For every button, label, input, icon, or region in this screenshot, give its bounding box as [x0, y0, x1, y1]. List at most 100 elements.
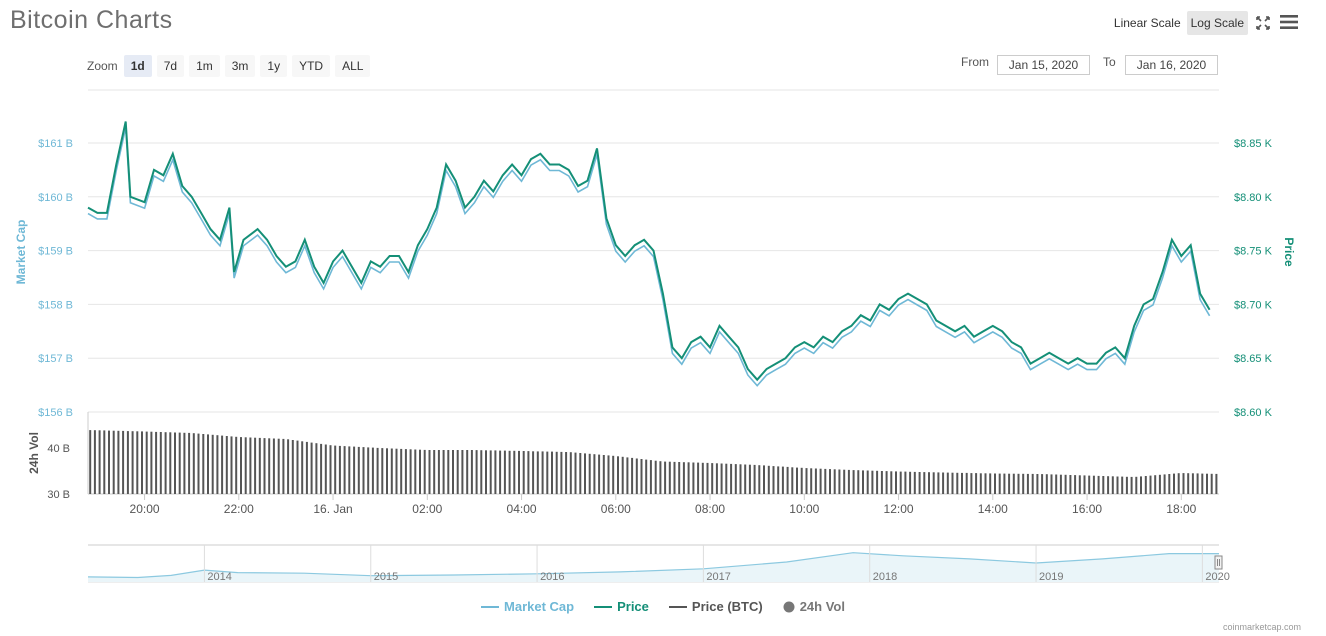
volume-bar	[1097, 475, 1100, 494]
market-cap-tick-label: $160 B	[38, 192, 73, 204]
volume-bar	[183, 432, 186, 494]
volume-bar	[1055, 474, 1058, 494]
legend-item-price-btc[interactable]: Price (BTC)	[668, 599, 763, 614]
volume-bar	[725, 463, 728, 494]
volume-bar	[343, 446, 346, 494]
navigator: 2014 2015 2016 2017 2018 2019 2020	[87, 544, 1230, 583]
volume-bar	[207, 434, 209, 494]
volume-bar	[437, 450, 440, 494]
navigator-year-label: 2014	[207, 571, 231, 583]
volume-bar	[701, 462, 704, 494]
volume-bar	[1168, 474, 1171, 494]
volume-bar	[1177, 473, 1180, 494]
x-tick-label: 02:00	[412, 502, 442, 516]
volume-bar	[607, 455, 610, 494]
volume-bar	[1173, 473, 1175, 494]
volume-bar	[1069, 475, 1072, 494]
volume-bar	[664, 461, 667, 494]
zoom-ytd-button[interactable]: YTD	[292, 55, 331, 77]
log-scale-button[interactable]: Log Scale	[1186, 11, 1248, 35]
zoom-all-button[interactable]: ALL	[335, 55, 371, 77]
volume-bar	[348, 446, 351, 494]
from-date-input[interactable]	[997, 55, 1090, 75]
zoom-1m-button[interactable]: 1m	[189, 55, 220, 77]
volume-bar	[805, 468, 808, 494]
volume-bar	[174, 432, 176, 494]
volume-bar	[951, 472, 954, 494]
volume-bar	[1074, 475, 1077, 494]
volume-bar	[772, 466, 775, 494]
legend-item-price[interactable]: Price	[594, 599, 649, 614]
volume-bar	[673, 461, 676, 494]
volume-bar	[1191, 473, 1194, 494]
volume-bar	[263, 438, 266, 494]
volume-bar	[819, 468, 822, 494]
volume-bar	[1088, 475, 1091, 494]
volume-bar	[682, 462, 685, 494]
volume-bar	[975, 473, 978, 494]
zoom-controls: Zoom 1d 7d 1m 3m 1y YTD ALL	[87, 55, 375, 77]
legend-line-icon	[481, 605, 500, 608]
x-tick-label: 20:00	[130, 502, 160, 516]
scale-toggle: Linear Scale Log Scale	[1110, 11, 1248, 35]
volume-bar	[164, 432, 167, 494]
navigator-year-label: 2017	[706, 571, 730, 583]
zoom-3m-button[interactable]: 3m	[224, 55, 256, 77]
linear-scale-button[interactable]: Linear Scale	[1113, 16, 1181, 30]
volume-bar	[617, 456, 619, 494]
volume-bar	[984, 473, 987, 494]
volume-bar	[1210, 473, 1213, 494]
zoom-7d-button[interactable]: 7d	[156, 55, 185, 77]
volume-bar	[635, 458, 638, 494]
price-tick-label: $8.60 K	[1234, 407, 1273, 419]
grid-lines	[87, 89, 1219, 495]
volume-bar	[1022, 473, 1025, 494]
volume-bar	[310, 442, 313, 494]
volume-bar	[452, 450, 454, 494]
fullscreen-icon[interactable]	[1256, 16, 1270, 30]
zoom-1y-button[interactable]: 1y	[260, 55, 288, 77]
volume-bar	[240, 437, 242, 494]
volume-bar	[1041, 474, 1044, 494]
volume-bar	[1092, 475, 1095, 494]
volume-bar	[744, 464, 747, 494]
volume-bar	[145, 431, 148, 494]
volume-bar	[748, 464, 751, 494]
volume-bar	[593, 454, 596, 494]
volume-bar	[470, 450, 473, 494]
volume-bar	[678, 462, 681, 494]
volume-bar	[376, 447, 379, 494]
volume-bar	[720, 463, 723, 494]
volume-bar	[1215, 473, 1218, 494]
volume-bar	[282, 438, 285, 494]
market-cap-tick-label: $161 B	[38, 138, 73, 150]
volume-bar	[197, 433, 200, 494]
x-tick-label: 08:00	[695, 502, 725, 516]
volume-bar	[847, 469, 850, 494]
volume-bar	[871, 470, 874, 494]
zoom-1d-button[interactable]: 1d	[123, 55, 152, 77]
volume-bar	[1149, 475, 1152, 494]
legend-item-market-cap[interactable]: Market Cap	[481, 599, 574, 614]
to-date-input[interactable]	[1125, 55, 1218, 75]
volume-bar	[923, 472, 926, 494]
volume-bar	[843, 469, 846, 494]
menu-icon[interactable]	[1280, 14, 1298, 30]
volume-bar	[569, 452, 572, 494]
legend-item-24h-vol[interactable]: 24h Vol	[783, 599, 845, 614]
volume-axis: 30 B 40 B	[47, 443, 70, 501]
volume-bar	[918, 472, 921, 494]
volume-bar	[423, 449, 426, 494]
volume-bar	[277, 438, 280, 494]
volume-bar	[649, 460, 652, 494]
volume-bar	[475, 450, 478, 494]
volume-bar	[324, 444, 327, 494]
navigator-year-label: 2020	[1205, 571, 1229, 583]
volume-bar	[687, 462, 690, 494]
volume-bar	[136, 431, 139, 494]
volume-bar	[786, 466, 789, 494]
x-tick-label: 16. Jan	[313, 502, 352, 516]
volume-bar	[353, 446, 356, 494]
volume-bar	[626, 457, 629, 494]
volume-bar	[466, 450, 469, 494]
